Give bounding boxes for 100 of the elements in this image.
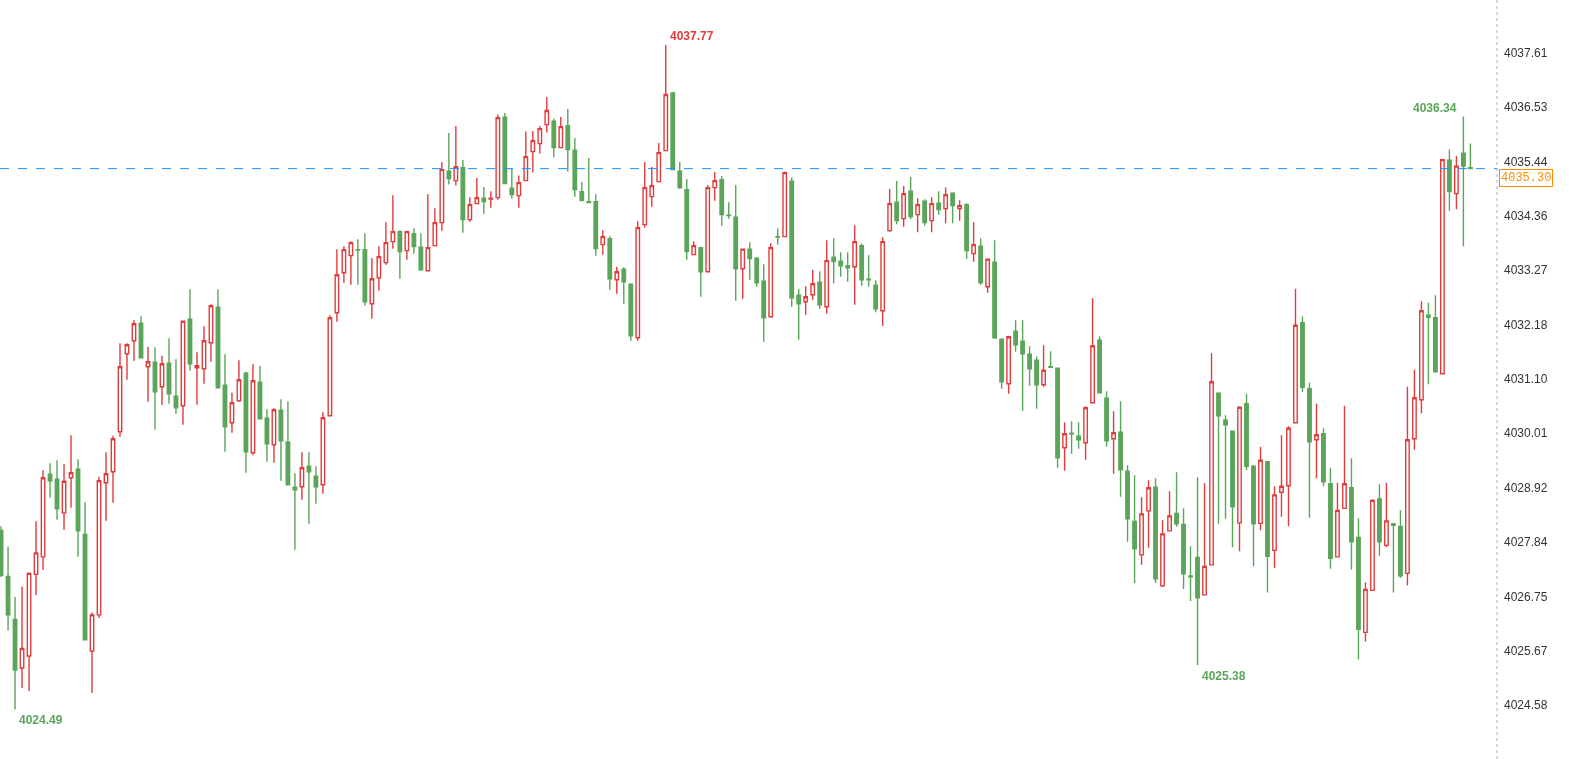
candlestick — [642, 161, 648, 229]
candlestick — [1146, 479, 1151, 549]
candlestick — [110, 435, 116, 504]
candlestick — [61, 463, 67, 531]
candlestick — [299, 451, 305, 501]
candlestick — [957, 199, 963, 222]
candlestick — [887, 188, 893, 233]
candlestick — [1468, 142, 1473, 170]
candlestick — [0, 525, 4, 578]
candlestick — [845, 251, 851, 283]
candlestick — [768, 242, 774, 318]
y-tick-label: 4034.36 — [1504, 208, 1548, 223]
candlestick — [509, 168, 515, 200]
candlestick — [404, 229, 410, 261]
candlestick — [726, 201, 732, 220]
candlestick — [159, 355, 165, 406]
candlestick — [1069, 420, 1074, 455]
candlestick — [446, 132, 452, 186]
candlestick — [292, 472, 298, 551]
candlestick — [523, 130, 529, 182]
candlestick — [229, 392, 235, 434]
candlestick — [964, 202, 970, 260]
candlestick — [348, 240, 354, 286]
candlestick — [572, 137, 578, 198]
candlestick — [992, 239, 998, 340]
candlestick — [1356, 517, 1361, 661]
candlestick — [943, 186, 949, 224]
candlestick — [376, 245, 382, 292]
candlestick — [488, 190, 494, 209]
candlestick — [1391, 522, 1396, 594]
candlestick — [908, 176, 914, 220]
candlestick — [1405, 386, 1410, 587]
candlestick — [831, 237, 837, 284]
candlestick — [1419, 300, 1424, 414]
y-tick-label: 4036.53 — [1504, 100, 1548, 115]
candlestick — [54, 459, 60, 521]
candlestick — [1398, 509, 1403, 579]
candlestick — [971, 221, 977, 263]
candlestick — [355, 238, 361, 286]
candlestick — [985, 258, 991, 294]
candlestick — [1118, 400, 1123, 498]
candlestick — [1349, 457, 1354, 571]
y-tick-label: 4027.84 — [1504, 535, 1548, 550]
candlestick — [1440, 158, 1445, 375]
candlestick — [257, 365, 263, 420]
candlestick — [838, 251, 844, 278]
candlestick — [1153, 477, 1158, 584]
candlestick — [1237, 405, 1242, 553]
candlestick — [978, 237, 984, 286]
candlestick — [1244, 393, 1249, 472]
candlestick — [362, 232, 368, 307]
candlestick — [1083, 405, 1088, 461]
candlestick — [75, 458, 81, 558]
candlestick — [1265, 460, 1270, 594]
candlestick — [999, 338, 1005, 390]
candlestick — [649, 166, 655, 208]
candlestick — [425, 193, 431, 272]
candlestick — [810, 268, 816, 301]
candlestick — [516, 174, 522, 209]
candlestick — [1335, 482, 1340, 558]
candlestick — [873, 279, 879, 313]
candlestick — [1202, 482, 1207, 596]
candlestick — [614, 265, 620, 295]
candlestick — [754, 256, 760, 288]
candlestick — [1279, 434, 1284, 518]
candlestick — [1195, 476, 1200, 666]
candlestick — [1223, 414, 1228, 520]
candlestick — [313, 465, 319, 505]
candlestick — [1363, 581, 1368, 643]
candlestick — [803, 285, 809, 316]
candlestick — [264, 408, 270, 463]
candlestick — [47, 462, 53, 499]
candlestick — [712, 171, 718, 202]
candlestick — [1104, 390, 1109, 448]
candlestick — [558, 116, 564, 149]
candlestick — [1034, 355, 1040, 410]
candlestick — [691, 240, 697, 256]
candlestick — [698, 245, 704, 298]
annotation: 4037.77 — [670, 29, 714, 43]
candlestick — [782, 170, 788, 238]
candlestick — [656, 142, 662, 183]
candlestick — [173, 358, 179, 415]
candlestick — [467, 196, 473, 223]
candlestick — [5, 546, 11, 632]
candlestick — [621, 266, 627, 305]
y-tick-label: 4025.67 — [1504, 643, 1548, 658]
candlestick — [1426, 302, 1431, 385]
y-tick-label: 4031.10 — [1504, 371, 1548, 386]
y-tick-label: 4037.61 — [1504, 46, 1548, 61]
candlestick — [740, 247, 746, 300]
candlestick — [1174, 471, 1179, 528]
candlestick — [628, 282, 634, 342]
candlestick — [761, 263, 767, 343]
candlestick — [1258, 446, 1263, 532]
candlestick — [145, 346, 151, 403]
candlestick — [929, 196, 935, 233]
candlestick — [1307, 382, 1312, 519]
candlestick — [250, 363, 256, 456]
annotation: 4036.34 — [1413, 101, 1457, 115]
candlestick — [1167, 490, 1172, 532]
